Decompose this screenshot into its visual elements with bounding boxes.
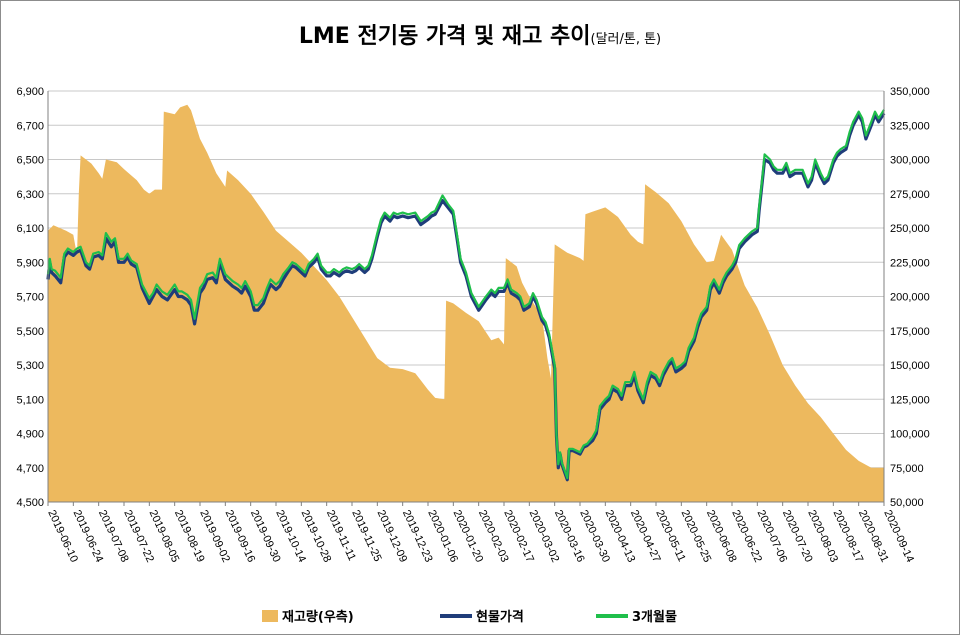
y-right-tick-label: 250,000 — [890, 223, 930, 235]
y-right-tick-label: 100,000 — [890, 429, 930, 441]
legend-swatch-cash — [440, 613, 472, 618]
legend-swatch-inventory — [262, 609, 278, 622]
y-right-tick-label: 300,000 — [890, 155, 930, 167]
y-left-tick-label: 4,700 — [16, 463, 44, 475]
y-right-tick-label: 50,000 — [890, 497, 924, 509]
y-left-tick-label: 6,500 — [16, 155, 44, 167]
y-left-tick-label: 5,300 — [16, 360, 44, 372]
y-left-tick-label: 6,100 — [16, 223, 44, 235]
legend-item-inventory: 재고량(우측) — [262, 606, 354, 625]
legend-item-three-month: 3개월물 — [596, 606, 677, 625]
legend-label-three-month: 3개월물 — [632, 610, 677, 625]
y-left-tick-label: 5,100 — [16, 394, 44, 406]
y-left-tick-label: 4,500 — [16, 497, 44, 509]
y-right-tick-label: 325,000 — [890, 120, 930, 132]
y-left-tick-label: 6,300 — [16, 189, 44, 201]
series-line-three-month — [46, 109, 885, 480]
y-right-tick-label: 225,000 — [890, 257, 930, 269]
y-left-tick-label: 4,900 — [16, 429, 44, 441]
y-right-tick-label: 75,000 — [890, 463, 924, 475]
y-left-tick-label: 5,500 — [16, 326, 44, 338]
title-unit: (달러/톤, 톤) — [590, 32, 662, 47]
series-line-cash — [46, 112, 886, 482]
y-left-tick-label: 5,700 — [16, 292, 44, 304]
legend-label-cash: 현물가격 — [476, 610, 524, 625]
y-right-tick-label: 125,000 — [890, 394, 930, 406]
chart-title: LME 전기동 가격 및 재고 추이(달러/톤, 톤) — [0, 18, 960, 50]
y-right-tick-label: 200,000 — [890, 292, 930, 304]
series-area-inventory — [48, 104, 884, 502]
y-right-tick-label: 350,000 — [890, 86, 930, 98]
legend-label-inventory: 재고량(우측) — [282, 610, 354, 625]
y-right-tick-label: 275,000 — [890, 189, 930, 201]
y-right-tick-label: 175,000 — [890, 326, 930, 338]
y-left-tick-label: 6,700 — [16, 120, 44, 132]
y-left-tick-label: 6,900 — [16, 86, 44, 98]
title-main: LME 전기동 가격 및 재고 추이 — [298, 24, 591, 49]
legend-item-cash: 현물가격 — [440, 606, 524, 625]
y-right-tick-label: 150,000 — [890, 360, 930, 372]
legend-swatch-three-month — [596, 613, 628, 618]
y-left-tick-label: 5,900 — [16, 257, 44, 269]
